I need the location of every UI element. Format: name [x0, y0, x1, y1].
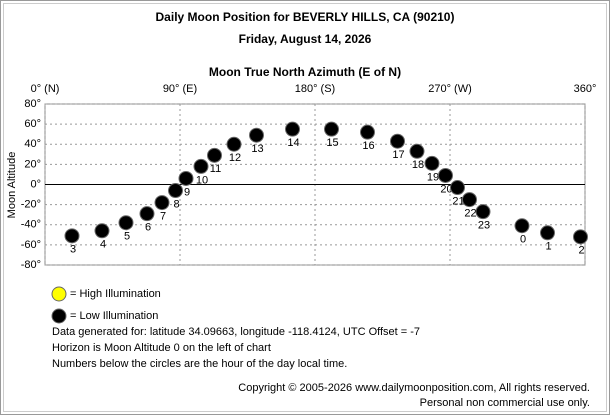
note: Horizon is Moon Altitude 0 on the left o… — [52, 342, 271, 354]
hour-label: 7 — [160, 211, 166, 223]
x-axis-title: Moon True North Azimuth (E of N) — [209, 65, 401, 79]
y-tick-label: -60° — [21, 239, 41, 251]
note: Data generated for: latitude 34.09663, l… — [52, 326, 420, 338]
hour-label: 8 — [173, 198, 179, 210]
moon-point — [154, 195, 170, 211]
moon-point — [178, 170, 194, 186]
hour-label: 23 — [478, 220, 490, 232]
moon-point — [409, 143, 425, 159]
moon-point — [139, 206, 155, 222]
moon-point — [118, 215, 134, 231]
moon-point — [540, 225, 555, 241]
moon-point — [514, 218, 530, 234]
hour-label: 22 — [464, 208, 476, 220]
moon-point — [324, 121, 339, 137]
hour-label: 10 — [196, 174, 208, 186]
x-tick-label: 90° (E) — [163, 83, 197, 95]
y-tick-label: -40° — [21, 219, 41, 231]
moon-point — [193, 158, 209, 174]
hour-label: 6 — [145, 222, 151, 234]
hour-label: 20 — [440, 183, 452, 195]
moon-point — [94, 223, 110, 239]
hour-label: 15 — [326, 137, 338, 149]
moon-point — [475, 204, 491, 220]
y-tick-label: 60° — [24, 118, 41, 130]
hour-label: 13 — [251, 143, 263, 155]
y-tick-label: 20° — [24, 158, 41, 170]
legend-marker — [51, 308, 67, 324]
hour-label: 11 — [210, 163, 221, 175]
chart-title: Daily Moon Position for BEVERLY HILLS, C… — [156, 10, 455, 24]
moon-point — [64, 228, 80, 244]
moon-point — [226, 136, 242, 152]
moon-point — [207, 147, 222, 163]
moon-point — [573, 229, 588, 245]
hour-label: 19 — [427, 171, 439, 183]
hour-label: 21 — [452, 195, 464, 207]
y-tick-label: 40° — [24, 138, 41, 150]
hour-label: 4 — [100, 239, 106, 251]
hour-label: 16 — [362, 140, 374, 152]
moon-point — [424, 155, 440, 171]
x-tick-label: 180° (S) — [295, 83, 335, 95]
inner-frame — [3, 3, 607, 412]
legend-label: = High Illumination — [70, 288, 161, 300]
copyright: Personal non commercial use only. — [420, 397, 590, 409]
moon-point — [249, 127, 264, 143]
moon-point — [360, 124, 375, 140]
y-tick-label: -80° — [21, 259, 41, 271]
moon-point — [438, 167, 453, 183]
moon-point — [450, 180, 465, 196]
hour-label: 3 — [70, 244, 76, 256]
x-tick-label: 360° — [574, 83, 597, 95]
hour-label: 17 — [392, 149, 404, 161]
hour-label: 2 — [578, 245, 584, 257]
hour-label: 0 — [520, 234, 526, 246]
moon-point — [168, 183, 183, 199]
copyright: Copyright © 2005-2026 www.dailymoonposit… — [238, 382, 590, 394]
hour-label: 5 — [124, 231, 130, 243]
x-tick-label: 0° (N) — [31, 83, 60, 95]
hour-label: 18 — [412, 159, 424, 171]
y-tick-label: 80° — [24, 98, 41, 110]
moon-point — [285, 121, 300, 137]
y-axis-title: Moon Altitude — [6, 152, 18, 219]
chart-subtitle: Friday, August 14, 2026 — [239, 32, 372, 46]
moon-point — [390, 133, 405, 149]
y-tick-label: 0° — [30, 178, 41, 190]
moon-point — [462, 192, 477, 208]
hour-label: 1 — [545, 241, 551, 253]
y-tick-label: -20° — [21, 199, 41, 211]
legend-marker — [51, 286, 67, 302]
hour-label: 12 — [229, 152, 241, 164]
hour-label: 14 — [287, 137, 299, 149]
note: Numbers below the circles are the hour o… — [52, 358, 347, 370]
x-tick-label: 270° (W) — [428, 83, 472, 95]
legend-label: = Low Illumination — [70, 310, 158, 322]
hour-label: 9 — [184, 186, 190, 198]
